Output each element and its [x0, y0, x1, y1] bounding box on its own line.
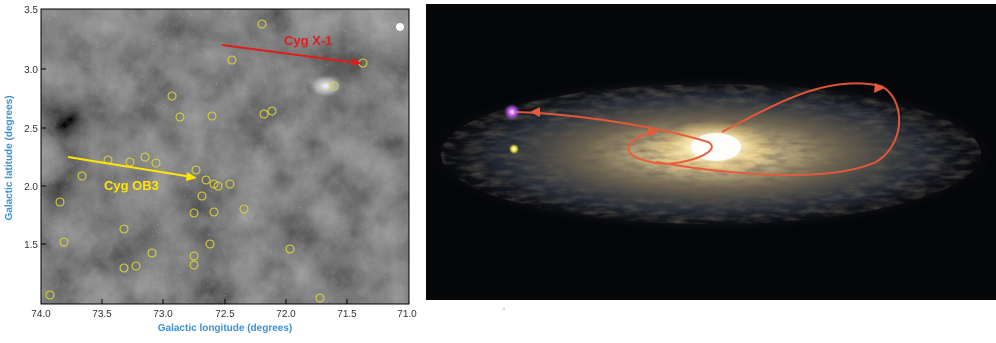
x-tick-label: 74.0 [31, 309, 51, 320]
bright-star [396, 23, 404, 31]
y-tick-label: 2.0 [24, 182, 38, 193]
y-tick-label: 1.5 [24, 240, 38, 251]
star-violet [504, 104, 520, 120]
x-tick-label: 72.5 [215, 309, 235, 320]
source-circle [329, 81, 339, 91]
source-circle [147, 248, 157, 258]
source-circle [225, 179, 235, 189]
cyg-x1-label: Cyg X-1 [284, 33, 332, 48]
source-circle [189, 208, 199, 218]
x-tick-label: 73.5 [92, 309, 112, 320]
orbit-arrowhead-right [874, 83, 885, 93]
source-circle [131, 261, 141, 271]
y-tick-label: 3.5 [24, 5, 38, 16]
source-circle [197, 191, 207, 201]
cyg-x1-marker: Cyg X-1 [221, 33, 362, 66]
y-axis: 3.5 3.0 2.5 2.0 1.5 [24, 5, 46, 251]
orbit-arrowhead-left [530, 107, 540, 117]
cyg-x1-arrow [221, 44, 359, 64]
source-circle [201, 175, 211, 185]
source-circle [175, 112, 185, 122]
x-tick-label: 71.5 [337, 309, 357, 320]
galaxy-figure [426, 4, 996, 300]
source-circle [209, 207, 219, 217]
source-circle [259, 109, 269, 119]
cyg-x1-arrowhead [352, 58, 362, 66]
source-circle [77, 171, 87, 181]
sky-map-panel: Cyg X-1 Cyg OB3 3.5 3.0 2.5 2.0 1.5 Gala… [0, 0, 420, 338]
source-circle [119, 263, 129, 273]
y-axis-title: Galactic latitude (degrees) [4, 95, 15, 220]
source-circle [140, 152, 150, 162]
source-circle [59, 237, 69, 247]
source-circle [151, 158, 161, 168]
x-axis-title: Galactic longitude (degrees) [158, 323, 292, 334]
source-circle [205, 239, 215, 249]
source-circles [45, 19, 368, 303]
source-circle [191, 165, 201, 175]
sky-map-figure: Cyg X-1 Cyg OB3 3.5 3.0 2.5 2.0 1.5 Gala… [4, 5, 417, 334]
orbit-path [515, 82, 901, 177]
source-circle [213, 181, 223, 191]
cyg-ob3-arrow [67, 156, 193, 178]
y-tick-label: 2.5 [24, 124, 38, 135]
source-circle [239, 204, 249, 214]
source-circle [189, 251, 199, 261]
x-tick-label: 71.0 [397, 309, 417, 320]
cyg-ob3-marker: Cyg OB3 [67, 156, 197, 193]
x-axis: 74.0 73.5 73.0 72.5 72.0 71.5 71.0 [31, 299, 417, 320]
source-circle [267, 106, 277, 116]
source-circle [207, 111, 217, 121]
cyg-ob3-arrowhead [186, 172, 197, 181]
cyg-ob3-label: Cyg OB3 [104, 178, 159, 193]
star-yellow [509, 144, 519, 154]
x-tick-label: 72.0 [276, 309, 296, 320]
galaxy-illustration [426, 4, 996, 300]
source-circle [45, 290, 55, 300]
sky-image [41, 9, 409, 304]
footer-mark: ° [502, 306, 506, 316]
y-tick-label: 3.0 [24, 65, 38, 76]
x-tick-label: 73.0 [153, 309, 173, 320]
source-circle [119, 224, 129, 234]
source-circle [55, 197, 65, 207]
source-circle [227, 55, 237, 65]
source-circle [167, 91, 177, 101]
source-circle [189, 260, 199, 270]
source-circle [315, 293, 325, 303]
source-circle [257, 19, 267, 29]
orbit-arrowhead-center [648, 128, 658, 137]
bright-nebula [308, 74, 344, 98]
source-circle [285, 244, 295, 254]
